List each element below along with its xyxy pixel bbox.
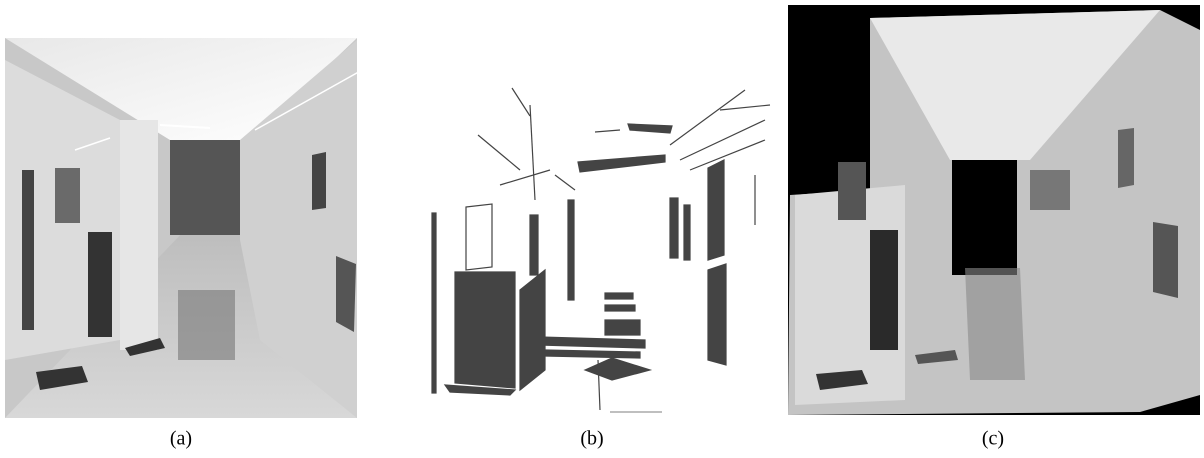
caption: (b) (580, 428, 603, 450)
figure: (a) (b) (c) (0, 0, 1204, 458)
panel-c-image (788, 5, 1200, 415)
caption: (c) (982, 428, 1004, 450)
caption: (a) (170, 428, 192, 450)
panel-a-image (5, 38, 380, 418)
panel-b-image (432, 88, 770, 412)
